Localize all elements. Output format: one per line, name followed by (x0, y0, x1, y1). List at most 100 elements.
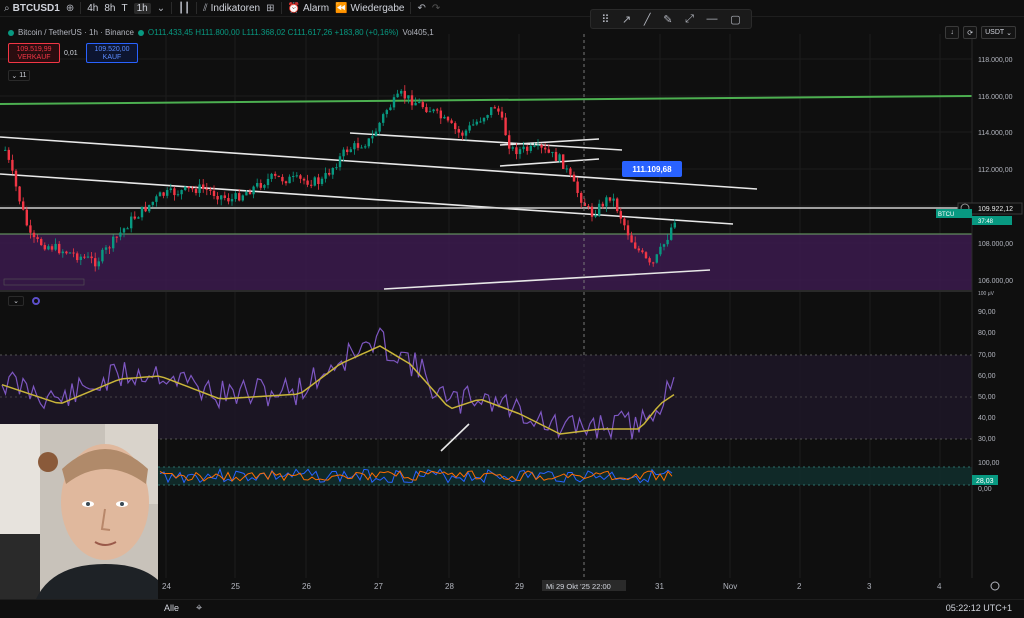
candle-body (673, 222, 676, 228)
candle-body (126, 228, 129, 230)
candle-body (425, 107, 428, 113)
candle-body (612, 198, 615, 201)
interval-1h[interactable]: 1h (133, 2, 151, 14)
currency-select[interactable]: USDT ⌄ (981, 26, 1016, 39)
rsi-label: 30,00 (978, 436, 996, 443)
rsi-axis-labels: 90,00 80,00 70,00 60,00 50,00 40,00 30,0… (978, 309, 996, 443)
candle-body (385, 110, 388, 115)
candle-body (619, 211, 622, 219)
candle-body (104, 247, 108, 250)
time-label: 27 (374, 582, 383, 591)
replay-label: Wiedergabe (350, 2, 405, 14)
candle-body (238, 193, 241, 201)
candle-body (328, 172, 331, 175)
time-label: 26 (302, 582, 311, 591)
countdown-text: 37:48 (978, 219, 994, 225)
candle-body (29, 225, 32, 233)
divider (410, 2, 412, 14)
candle-body (652, 262, 655, 264)
rsi-indicator-icon[interactable] (32, 297, 40, 305)
sync-icon[interactable]: ⟳ (963, 26, 978, 39)
candle-body (662, 244, 666, 247)
candles-icon[interactable]: ┃┃ (178, 2, 191, 14)
download-icon[interactable]: ↓ (945, 26, 960, 39)
candle-body (349, 149, 352, 153)
line-tool-icon[interactable]: ╱ (643, 13, 651, 26)
chevron-down-icon: ⌄ (1004, 29, 1012, 37)
symbol-search[interactable]: ⌕ BTCUSD1 (4, 3, 60, 14)
range-all-button[interactable]: Alle (164, 603, 180, 613)
chart-canvas[interactable]: 118.000,00 116.000,00 114.000,00 112.000… (0, 18, 1024, 600)
candle-body (101, 249, 104, 262)
candle-body (335, 167, 338, 169)
candle-body (644, 252, 648, 259)
legend-volume: Vol405,1 (402, 28, 434, 37)
candle-body (202, 184, 205, 189)
candle-body (544, 147, 547, 150)
candle-body (630, 235, 633, 243)
rectangle-tool-icon[interactable]: ▢ (730, 13, 741, 26)
alert-button[interactable]: ⏰ Alarm (288, 3, 330, 14)
buy-button[interactable]: 109.520,00 KAUF (86, 43, 138, 63)
interval-day[interactable]: T (121, 3, 127, 14)
add-symbol-icon[interactable]: ⊕ (65, 2, 75, 14)
candle-body (670, 227, 673, 240)
interval-label: 1h (136, 2, 148, 14)
path-tool-icon[interactable]: ↗ (622, 13, 632, 26)
replay-button[interactable]: ⏪ Wiedergabe (335, 3, 404, 14)
candle-body (536, 145, 540, 147)
candle-body (356, 143, 360, 148)
candle-body (587, 205, 590, 207)
price-label: 112.000,00 (978, 167, 1013, 174)
chevron-down-icon[interactable]: ⌄ (8, 296, 24, 306)
buy-label: KAUF (102, 54, 122, 61)
clock-display[interactable]: 05:22:12 UTC+1 (945, 603, 1012, 613)
bottom-bar: Alle ⌖ 05:22:12 UTC+1 (0, 599, 1024, 618)
sell-button[interactable]: 109.519,99 VERKAUF (8, 43, 60, 63)
interval-4h[interactable]: 4h (87, 3, 98, 14)
candle-body (648, 258, 651, 263)
indicator-collapse-button[interactable]: ⌄ 11 (8, 70, 30, 81)
candle-body (90, 256, 93, 259)
candle-body (61, 251, 64, 254)
candle-body (212, 190, 216, 196)
drag-handle-icon[interactable]: ⠿ (601, 13, 610, 26)
candle-body (25, 209, 28, 226)
candle-body (389, 107, 392, 111)
horizontal-line-icon[interactable]: — (706, 13, 718, 25)
indicators-button[interactable]: ⫽ Indikatoren (203, 3, 260, 14)
undo-icon[interactable]: ↶ (417, 2, 426, 14)
rsi-label: 50,00 (978, 394, 996, 401)
brush-tool-icon[interactable]: ✎ (663, 13, 673, 26)
candle-body (50, 246, 54, 250)
rsi-label: 60,00 (978, 373, 996, 380)
candle-body (274, 173, 277, 176)
chart-area[interactable]: 118.000,00 116.000,00 114.000,00 112.000… (0, 18, 1024, 600)
divider (80, 2, 82, 14)
candle-body (248, 191, 252, 195)
candle-body (659, 246, 662, 255)
redo-icon[interactable]: ↷ (431, 2, 441, 14)
search-icon: ⌕ (4, 2, 10, 14)
annotation-price-tag[interactable]: 111.109,68 (622, 161, 682, 177)
price-label: 118.000,00 (978, 57, 1013, 64)
candle-body (4, 149, 7, 151)
candle-body (407, 95, 410, 99)
candle-body (353, 143, 356, 150)
candle-body (608, 197, 612, 201)
date-range-icon[interactable]: ⌖ (196, 602, 203, 614)
candle-body (605, 197, 608, 207)
layout-grid-icon[interactable]: ⊞ (266, 2, 275, 14)
time-label: 4 (937, 582, 942, 591)
candle-body (32, 232, 36, 238)
ray-tool-icon[interactable]: ⤢ (685, 12, 694, 25)
replay-icon: ⏪ (335, 2, 348, 14)
candle-body (626, 225, 630, 236)
rsi-ma-line (1, 345, 675, 435)
chevron-down-icon[interactable]: ⌄ (156, 2, 166, 14)
candle-body (277, 175, 280, 177)
candle-body (580, 192, 583, 203)
candle-body (392, 97, 396, 108)
candle-body (234, 193, 237, 200)
interval-8h[interactable]: 8h (104, 3, 115, 14)
